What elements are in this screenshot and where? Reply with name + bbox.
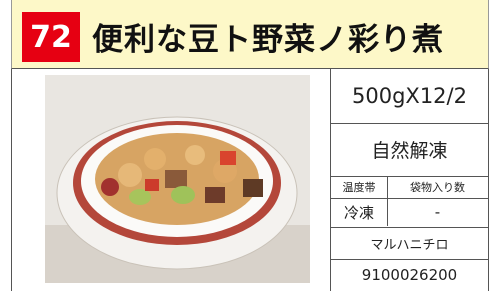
thaw-method: 自然解凍 [331,123,488,177]
spec-column: 500gX12/2 自然解凍 温度帯 袋物入り数 冷凍 - マルハニチロ 910… [331,69,489,291]
product-card: 72 便利な豆ト野菜ノ彩り煮 500gX12/2 自然解凍 温度帯 袋物入り数 … [0,0,497,291]
bag-count-label: 袋物入り数 [387,176,488,199]
temperature-label: 温度帯 [331,176,388,199]
image-cell [11,69,331,291]
product-code: 9100026200 [331,259,488,291]
pack-size: 500gX12/2 [331,69,488,124]
temperature: 冷凍 [331,198,388,226]
product-photo [45,75,310,283]
spec-grid: 温度帯 袋物入り数 冷凍 - [331,176,488,228]
product-title: 便利な豆ト野菜ノ彩り煮 [92,10,444,62]
product-number: 72 [22,12,80,62]
bag-count: - [387,198,488,226]
maker: マルハニチロ [331,227,488,260]
